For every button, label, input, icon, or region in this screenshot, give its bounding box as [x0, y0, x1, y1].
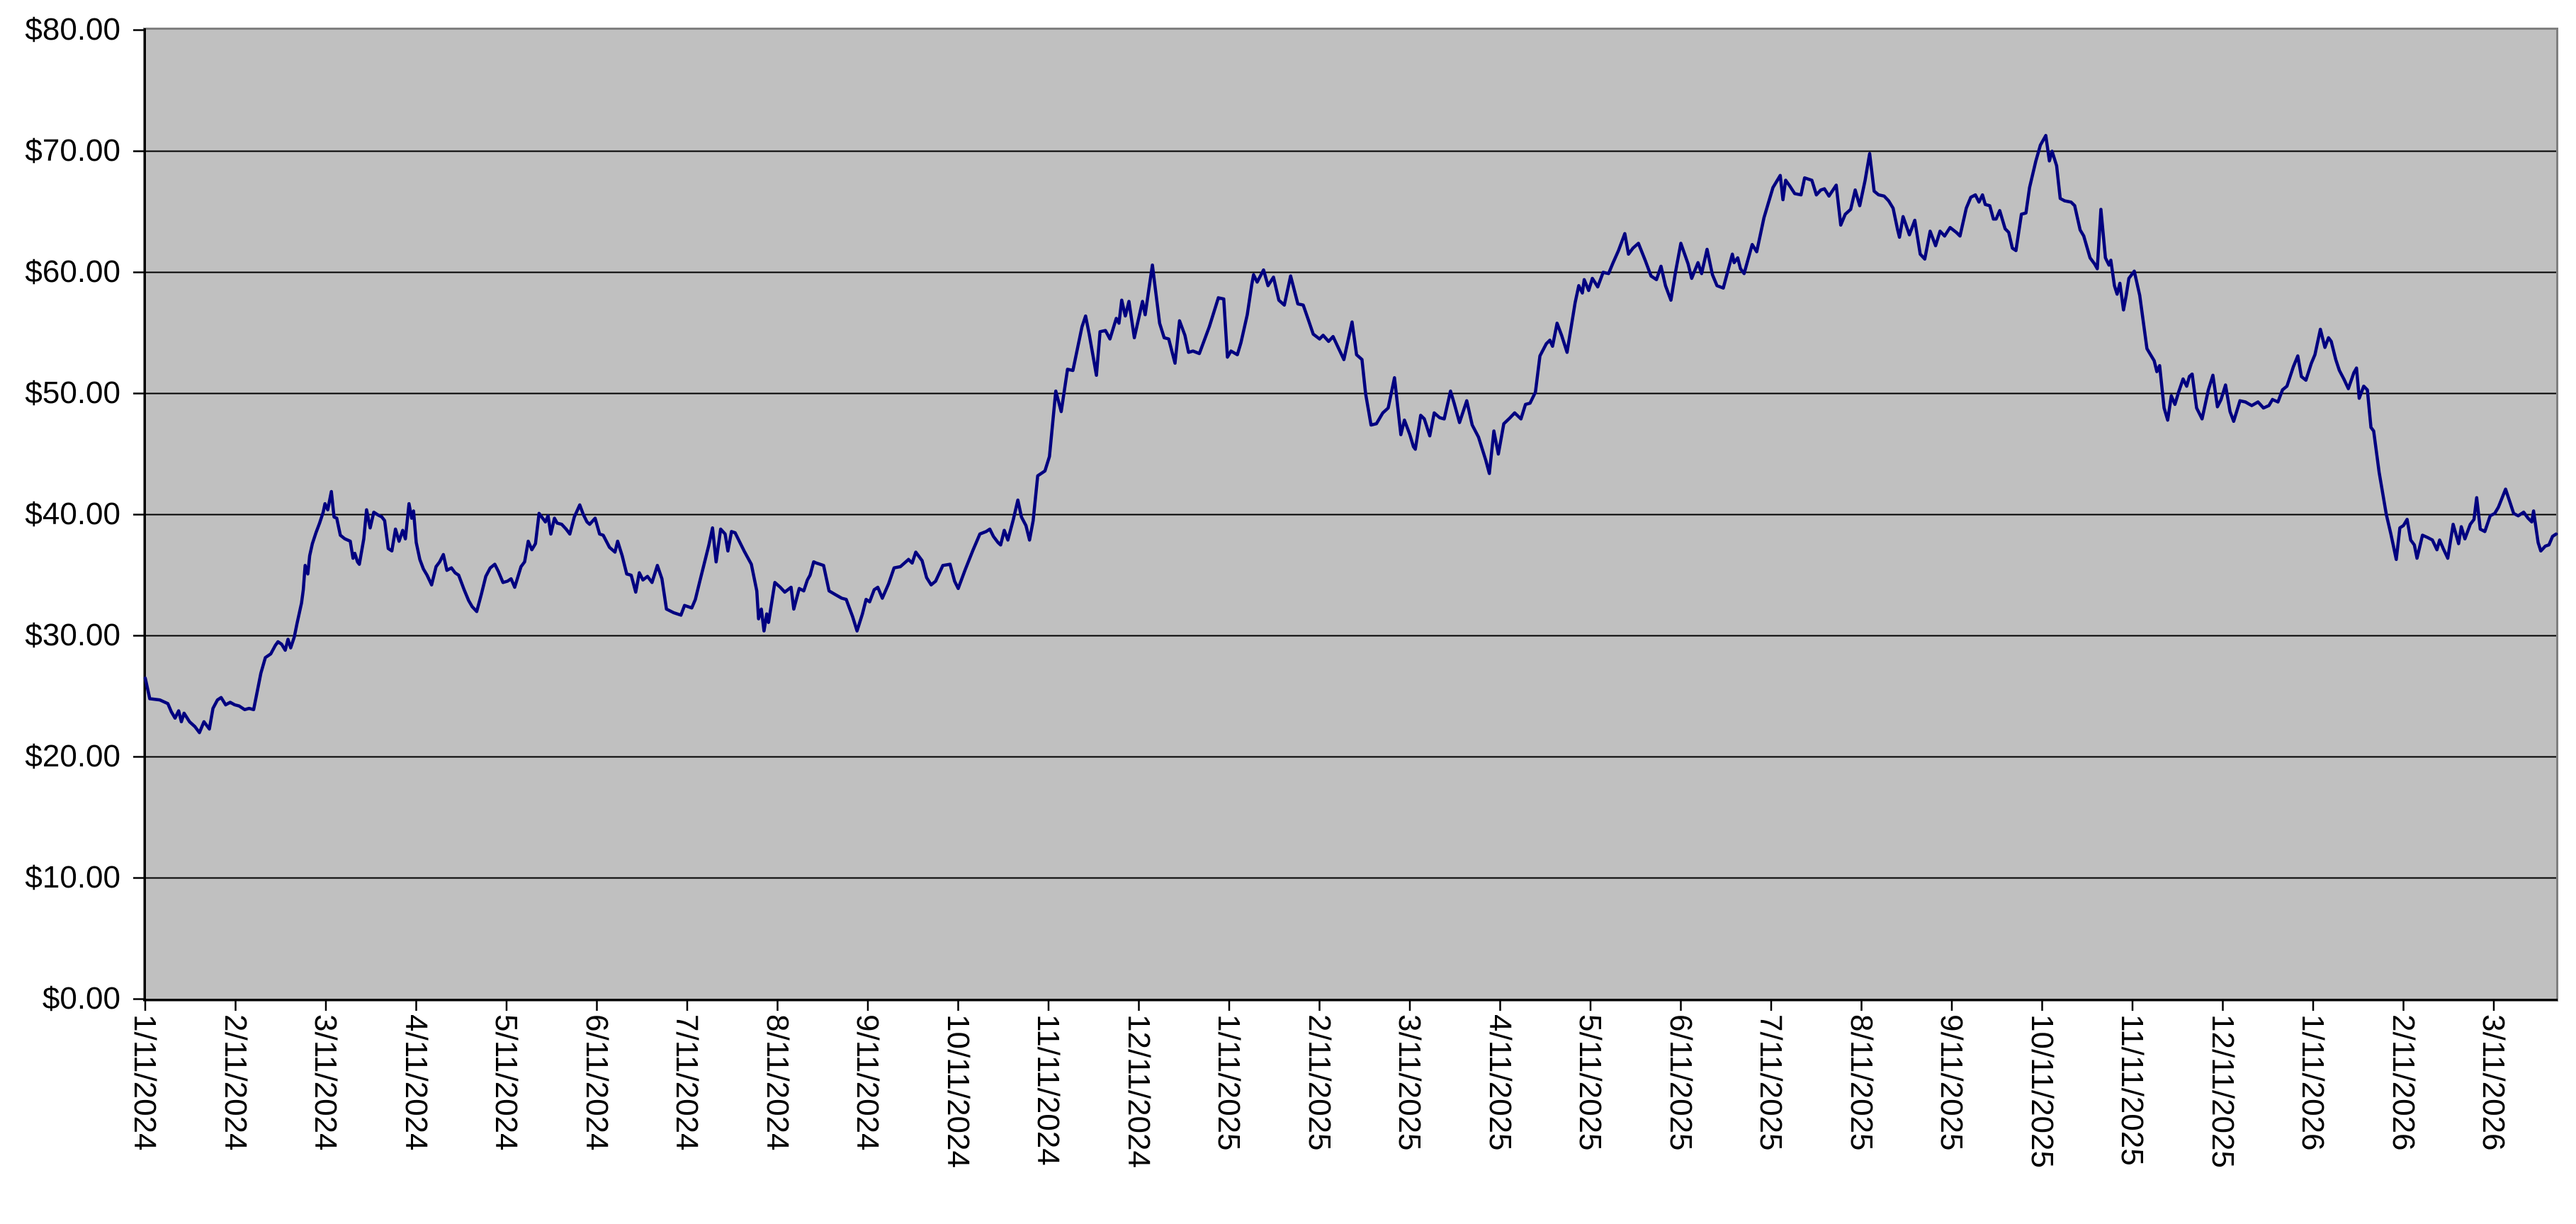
x-axis-label: 2/11/2024	[218, 1014, 253, 1151]
y-axis-label: $40.00	[25, 496, 120, 531]
x-axis-label: 4/11/2025	[1482, 1014, 1518, 1151]
x-axis-label: 7/11/2024	[670, 1014, 704, 1151]
x-axis-label: 1/11/2025	[1211, 1014, 1246, 1151]
x-axis-label: 6/11/2025	[1663, 1014, 1698, 1151]
x-axis-label: 3/11/2024	[308, 1014, 343, 1151]
x-axis-label: 2/11/2026	[2385, 1014, 2421, 1151]
x-axis-label: 5/11/2024	[489, 1014, 524, 1151]
x-axis-label: 1/11/2024	[128, 1014, 162, 1151]
x-axis-label: 10/11/2024	[940, 1014, 976, 1168]
x-axis-label: 8/11/2024	[759, 1014, 795, 1151]
price-line-series	[143, 134, 2558, 735]
x-axis-label: 12/11/2024	[1121, 1014, 1156, 1168]
x-axis-label: 10/11/2025	[2024, 1014, 2060, 1168]
y-axis-label: $20.00	[25, 738, 120, 774]
y-axis-label: $80.00	[25, 11, 120, 47]
x-axis-label: 3/11/2025	[1392, 1014, 1427, 1151]
y-axis-label: $50.00	[25, 375, 120, 410]
x-axis-label: 1/11/2026	[2295, 1014, 2330, 1151]
x-axis-label: 8/11/2025	[1843, 1014, 1879, 1151]
x-axis-label: 2/11/2025	[1301, 1014, 1337, 1151]
x-axis-label: 3/11/2026	[2476, 1014, 2511, 1151]
y-axis-label: $10.00	[25, 859, 120, 895]
y-axis-label: $30.00	[25, 617, 120, 652]
x-axis-label: 11/11/2024	[1031, 1014, 1066, 1166]
y-axis-label: $70.00	[25, 132, 120, 168]
x-axis-label: 9/11/2025	[1934, 1014, 1969, 1151]
y-axis-label: $0.00	[42, 980, 120, 1016]
x-axis-label: 4/11/2024	[398, 1014, 434, 1151]
x-axis-label: 6/11/2024	[579, 1014, 614, 1151]
x-axis-label: 7/11/2025	[1753, 1014, 1788, 1151]
x-axis-label: 9/11/2024	[850, 1014, 885, 1151]
x-axis-label: 5/11/2025	[1573, 1014, 1608, 1151]
y-axis-label: $60.00	[25, 254, 120, 289]
x-axis-label: 11/11/2025	[2115, 1014, 2150, 1166]
x-axis-label: 12/11/2025	[2205, 1014, 2240, 1168]
